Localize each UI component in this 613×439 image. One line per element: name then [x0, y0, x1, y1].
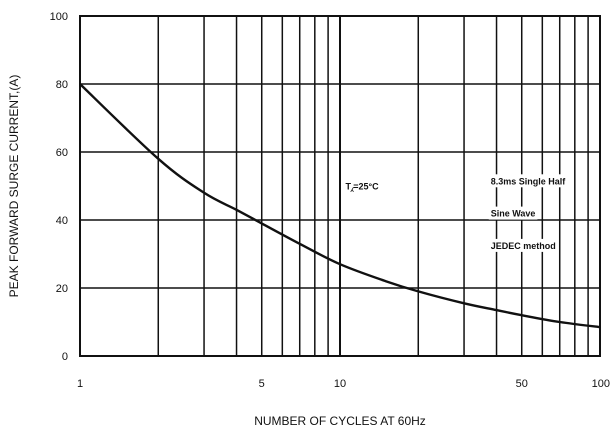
- data-point: [299, 243, 301, 245]
- data-point: [339, 263, 341, 265]
- x-tick-label: 100: [592, 378, 610, 390]
- annotation-text: T⁁=25°C: [346, 181, 380, 192]
- x-tick-label: 50: [516, 378, 528, 390]
- data-point: [203, 192, 205, 194]
- y-tick-label: 60: [56, 147, 68, 159]
- annotation-bg: [488, 206, 538, 220]
- data-point: [157, 158, 159, 160]
- x-tick-label: 1: [77, 378, 83, 390]
- y-tick-labels: 0 20 40 60 80 100: [50, 11, 68, 363]
- x-tick-label: 10: [334, 378, 346, 390]
- data-point: [417, 290, 419, 292]
- y-tick-label: 80: [56, 79, 68, 91]
- y-tick-label: 0: [62, 351, 68, 363]
- x-axis-label: NUMBER OF CYCLES AT 60Hz: [254, 414, 426, 428]
- data-point: [385, 280, 387, 282]
- data-point: [521, 314, 523, 316]
- data-point: [559, 321, 561, 323]
- annotation-text: JEDEC method: [491, 241, 556, 251]
- data-point: [261, 222, 263, 224]
- annotations: T⁁=25°C 8.3ms Single Half Sine Wave JEDEC m…: [343, 174, 569, 252]
- data-point: [235, 209, 238, 211]
- y-axis-label: PEAK FORWARD SURGE CURRENT,(A): [7, 75, 21, 298]
- plot-frame: [79, 15, 601, 357]
- y-tick-label: 100: [50, 11, 68, 23]
- annotation-text: Sine Wave: [491, 209, 536, 219]
- x-tick-labels: 1 5 10 50 100: [77, 378, 610, 390]
- data-point: [463, 302, 465, 304]
- annotation-bg: [488, 174, 569, 188]
- series-layer: [79, 83, 601, 329]
- annotation-bg: [488, 238, 558, 252]
- y-tick-label: 20: [56, 283, 68, 295]
- annotation-text: 8.3ms Single Half: [491, 176, 567, 186]
- data-point: [79, 83, 81, 85]
- x-tick-label: 5: [259, 378, 265, 390]
- y-tick-label: 40: [56, 215, 68, 227]
- data-point: [599, 326, 601, 328]
- annotation-bg: [343, 179, 382, 193]
- data-point: [495, 309, 498, 311]
